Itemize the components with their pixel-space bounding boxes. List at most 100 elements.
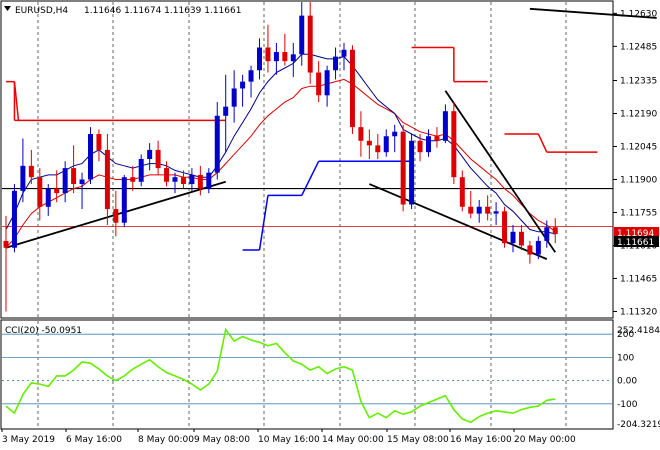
candle <box>138 154 144 187</box>
ohlc-label: 1.11646 1.11674 1.11639 1.11661 <box>84 6 241 16</box>
cci-label: CCI(20) -50.0951 <box>5 326 82 336</box>
candle-body <box>197 174 203 189</box>
envelope-step-link <box>13 81 20 121</box>
cci-level-label: 0.00 <box>617 377 637 387</box>
cci-level-label: 100 <box>617 353 634 363</box>
candle-body <box>375 145 381 153</box>
candle-body <box>333 56 339 71</box>
candle-body <box>417 140 423 153</box>
candle-body <box>130 177 136 182</box>
candle <box>451 102 457 185</box>
candle-body <box>138 159 144 182</box>
candle-body <box>11 190 17 248</box>
candle-body <box>459 177 465 207</box>
cci-panel-frame <box>0 319 614 430</box>
candle <box>265 24 271 73</box>
candle <box>383 129 389 157</box>
candle <box>493 202 499 225</box>
candle-body <box>223 106 229 116</box>
collapse-triangle-icon[interactable] <box>4 6 11 11</box>
candle-body <box>45 188 51 207</box>
price-tick-label: 1.12630 <box>620 9 657 19</box>
cci-level-label: 200 <box>617 330 634 340</box>
candle <box>20 138 26 203</box>
candle-body <box>366 140 372 146</box>
signal-step-link <box>258 195 269 251</box>
price-tick-label: 1.12335 <box>620 77 657 87</box>
candle-body <box>535 240 541 255</box>
candle <box>333 47 339 80</box>
price-tick-label: 1.11755 <box>620 208 657 218</box>
time-tick-label: 8 May 00:00 <box>138 435 194 445</box>
candle-body <box>358 127 364 141</box>
candle <box>45 184 51 216</box>
price-tick-label: 1.11900 <box>620 175 657 185</box>
cci-line <box>5 327 556 424</box>
trendline <box>368 183 548 260</box>
candle-body <box>392 131 398 137</box>
candle <box>307 2 313 84</box>
candle-body <box>240 81 246 89</box>
candle <box>426 129 431 157</box>
time-tick-label: 15 May 08:00 <box>387 435 449 445</box>
candle-body <box>518 231 524 246</box>
candle <box>535 236 541 260</box>
candle <box>121 174 127 228</box>
candle-body <box>96 133 102 150</box>
candle <box>400 124 406 212</box>
candle <box>417 133 423 162</box>
candle <box>282 33 288 66</box>
candle-body <box>502 211 508 244</box>
candle <box>130 165 136 191</box>
candle <box>197 165 203 196</box>
bid-price-tag: 1.11661 <box>614 236 659 248</box>
fast-moving-average-line <box>5 53 556 235</box>
candle-body <box>341 49 347 57</box>
signal-step-link <box>301 160 320 196</box>
candle <box>527 240 533 264</box>
candle <box>409 133 415 210</box>
time-tick-label: 14 May 00:00 <box>322 435 384 445</box>
candle-body <box>544 227 550 241</box>
candle-body <box>54 188 60 194</box>
candle <box>164 161 170 187</box>
candle <box>552 218 558 244</box>
candle <box>468 190 474 219</box>
candle-body <box>231 88 237 107</box>
candle <box>273 42 279 75</box>
envelope-step-link <box>537 133 548 153</box>
candle <box>341 42 347 71</box>
candle-body <box>493 211 499 214</box>
candle <box>37 168 43 221</box>
candle-body <box>527 245 533 255</box>
candle-body <box>88 133 93 180</box>
candle-body <box>434 136 440 141</box>
candle-body <box>409 140 415 205</box>
time-tick-label: 9 May 08:00 <box>194 435 250 445</box>
red-price-tag: 1.11694 <box>614 227 659 239</box>
candle-body <box>468 206 474 214</box>
candle <box>476 199 482 223</box>
candle-body <box>510 231 516 244</box>
grid <box>37 2 567 428</box>
symbol-label: EURUSD,H4 <box>15 6 68 16</box>
candle <box>485 195 491 221</box>
candle-body <box>180 177 186 185</box>
candle-body <box>79 179 85 185</box>
candle-body <box>400 131 406 205</box>
candle-body <box>104 149 110 210</box>
candle-body <box>307 15 313 73</box>
trendline <box>444 90 556 253</box>
candle <box>324 65 330 107</box>
price-tick-label: 1.12485 <box>620 42 657 52</box>
candle-body <box>214 115 220 173</box>
cci-indicator: 200 100 0.00 -100 <box>2 327 638 424</box>
candle-body <box>349 49 355 128</box>
price-tick-label: 1.12045 <box>620 142 657 152</box>
candle <box>88 127 93 185</box>
candle <box>206 168 212 194</box>
plot-lines <box>2 7 657 260</box>
candle <box>54 170 60 203</box>
candle-body <box>451 111 457 178</box>
